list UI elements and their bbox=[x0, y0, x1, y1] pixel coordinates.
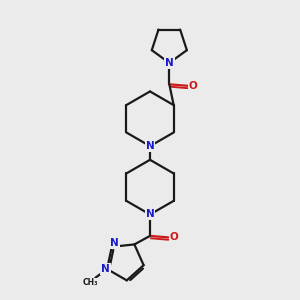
Text: O: O bbox=[189, 81, 197, 91]
Text: N: N bbox=[165, 58, 174, 68]
Text: N: N bbox=[110, 238, 119, 248]
Text: N: N bbox=[146, 209, 154, 220]
Text: CH₃: CH₃ bbox=[83, 278, 98, 287]
Text: N: N bbox=[146, 141, 154, 151]
Text: N: N bbox=[101, 264, 110, 274]
Text: O: O bbox=[169, 232, 178, 242]
